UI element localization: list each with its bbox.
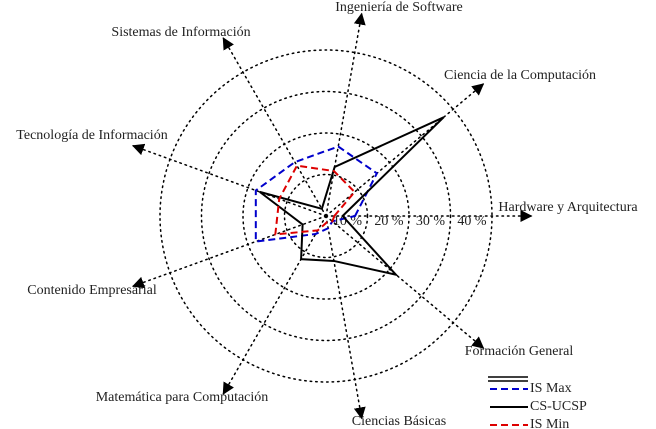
axis bbox=[325, 215, 366, 420]
axis-label: Tecnología de Información bbox=[16, 128, 167, 143]
grid-ring bbox=[200, 90, 452, 342]
axis-label: Ciencia de la Computación bbox=[444, 68, 596, 83]
axis bbox=[222, 37, 327, 217]
axis bbox=[131, 143, 327, 217]
axis bbox=[325, 12, 366, 217]
r-tick-label: 20 % bbox=[374, 214, 404, 229]
axis-label: Contenido Empresarial bbox=[27, 283, 157, 298]
r-tick-label: 30 % bbox=[416, 214, 446, 229]
axis-label: Formación General bbox=[465, 344, 574, 359]
axis-label: Ingeniería de Software bbox=[335, 0, 463, 15]
axis bbox=[325, 215, 485, 349]
axis-label: Ciencias Básicas bbox=[352, 414, 446, 429]
legend-label: IS Max bbox=[530, 381, 572, 396]
series-line bbox=[274, 164, 356, 236]
axis bbox=[325, 83, 485, 217]
axis bbox=[222, 215, 327, 395]
legend-label: CS-UCSP bbox=[530, 399, 587, 414]
axis-label: Matemática para Computación bbox=[96, 390, 269, 405]
legend-label: IS Min bbox=[530, 417, 569, 429]
axis bbox=[131, 215, 327, 289]
grid-ring bbox=[283, 173, 369, 259]
series-line bbox=[254, 145, 379, 243]
r-tick-label: 40 % bbox=[457, 214, 487, 229]
series-line bbox=[259, 116, 445, 277]
axis-label: Hardware y Arquitectura bbox=[498, 200, 638, 215]
axis-label: Sistemas de Información bbox=[111, 25, 250, 40]
